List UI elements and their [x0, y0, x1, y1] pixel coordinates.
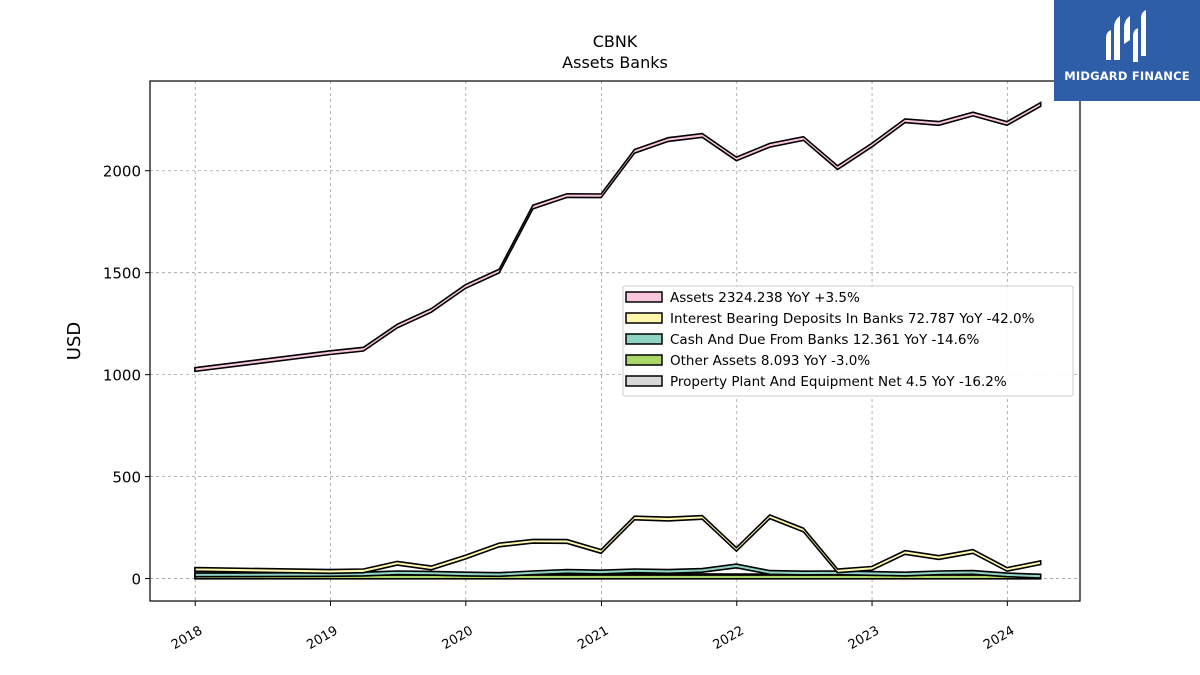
series-assets [194, 101, 1042, 373]
legend-item: Property Plant And Equipment Net 4.5 YoY… [625, 374, 1007, 390]
series-interest-bearing-deposits-in-banks [194, 513, 1042, 575]
y-axis-label: USD [64, 322, 85, 360]
legend-item: Interest Bearing Deposits In Banks 72.78… [625, 311, 1035, 327]
x-tick-label: 2022 [711, 623, 747, 653]
x-tick-label: 2020 [440, 623, 476, 653]
x-tick-label: 2018 [169, 623, 205, 653]
y-tick-label: 2000 [103, 163, 141, 181]
legend-item: Assets 2324.238 YoY +3.5% [625, 290, 860, 306]
x-tick-label: 2023 [846, 623, 882, 653]
chart-subtitle: Assets Banks [562, 53, 668, 72]
legend-swatch [625, 354, 663, 366]
brand-name: MIDGARD FINANCE [1064, 69, 1190, 83]
legend-item: Other Assets 8.093 YoY -3.0% [625, 353, 870, 369]
legend-label: Property Plant And Equipment Net 4.5 YoY… [670, 374, 1007, 390]
legend-box [622, 285, 1074, 397]
legend-swatch [625, 312, 663, 324]
y-tick-label: 500 [112, 469, 141, 487]
legend-label: Other Assets 8.093 YoY -3.0% [670, 353, 870, 369]
x-tick-label: 2024 [981, 623, 1017, 653]
x-axis-ticks: 2018 2019 2020 2021 2022 2023 2024 [169, 601, 1017, 653]
y-tick-label: 0 [131, 571, 141, 589]
legend-swatch [625, 333, 663, 345]
series-areas [194, 101, 1042, 580]
legend-swatch [625, 375, 663, 387]
legend-label: Assets 2324.238 YoY +3.5% [670, 290, 860, 306]
x-tick-label: 2019 [304, 623, 340, 653]
y-axis-ticks: 0 500 1000 1500 2000 [103, 163, 150, 589]
legend-item: Cash And Due From Banks 12.361 YoY -14.6… [625, 332, 979, 348]
midgard-logo-icon [1106, 10, 1146, 62]
legend-swatch [625, 291, 663, 303]
series-band [194, 563, 1042, 579]
series-cash-and-due-from-banks [194, 563, 1042, 579]
plot-frame [149, 80, 1081, 602]
legend: Assets 2324.238 YoY +3.5% Interest Bearin… [622, 285, 1074, 397]
y-tick-label: 1500 [103, 265, 141, 283]
legend-label: Interest Bearing Deposits In Banks 72.78… [670, 311, 1035, 327]
series-band [194, 513, 1042, 575]
grid-lines [150, 81, 1080, 601]
y-tick-label: 1000 [103, 367, 141, 385]
brand-logo: MIDGARD FINANCE [1054, 0, 1200, 101]
legend-label: Cash And Due From Banks 12.361 YoY -14.6… [670, 332, 979, 348]
chart-title: CBNK [593, 32, 638, 51]
series-band [194, 101, 1042, 373]
x-tick-label: 2021 [575, 623, 611, 653]
